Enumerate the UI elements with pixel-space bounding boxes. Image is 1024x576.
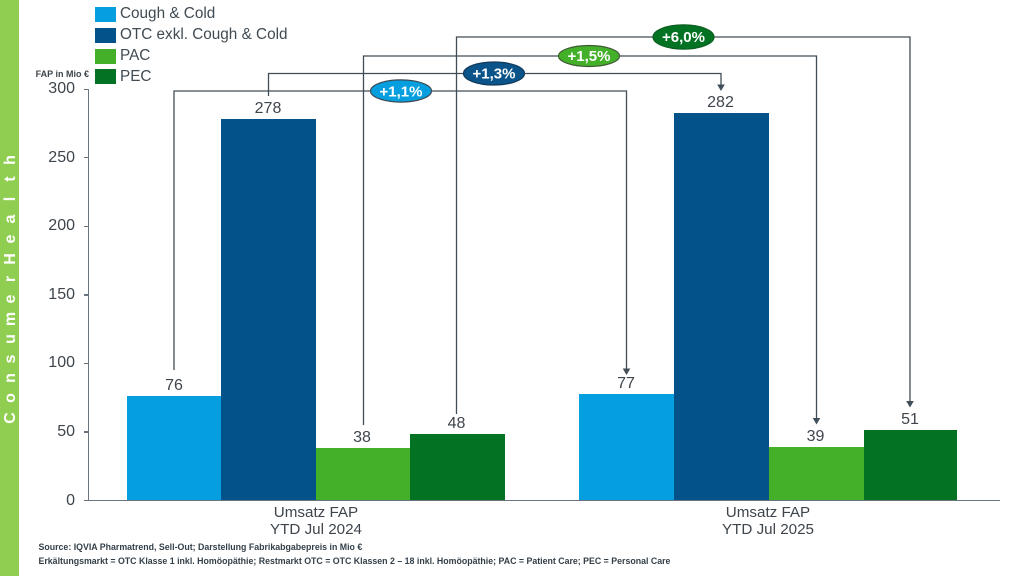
svg-text:+6,0%: +6,0% xyxy=(662,29,705,46)
svg-text:+1,1%: +1,1% xyxy=(380,84,423,101)
svg-text:+1,5%: +1,5% xyxy=(568,48,611,65)
svg-text:+1,3%: +1,3% xyxy=(473,66,516,83)
